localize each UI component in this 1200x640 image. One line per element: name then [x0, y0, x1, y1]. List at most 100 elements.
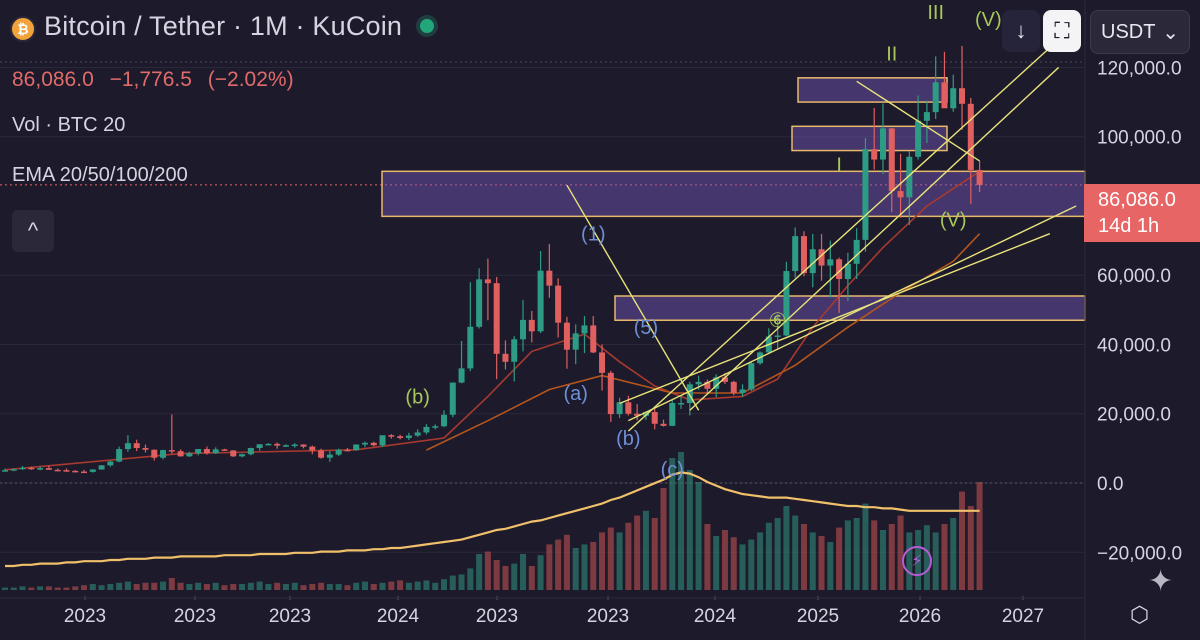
trend-line	[619, 233, 1051, 405]
candle-body	[616, 402, 623, 415]
volume-bar	[880, 530, 886, 590]
candle-body	[528, 319, 535, 332]
candle-body	[160, 450, 167, 458]
candle-body	[511, 339, 518, 362]
settings-icon[interactable]: ⬡	[1130, 602, 1150, 627]
market-status-dot	[420, 19, 435, 33]
download-button[interactable]: ↓	[1002, 10, 1040, 52]
collapse-indicators-button[interactable]: ^	[12, 210, 54, 252]
volume-bar	[669, 458, 676, 590]
volume-bar	[757, 532, 764, 590]
candle-countdown: 14d 1h	[1098, 215, 1160, 237]
volume-bar	[212, 582, 219, 590]
y-axis-tick-label: 100,000.0	[1097, 128, 1182, 149]
wave-label: (c)	[661, 459, 684, 481]
candle-body	[45, 468, 52, 470]
candle-body	[476, 279, 483, 327]
candle-body	[449, 382, 456, 415]
wave-label: (5)	[634, 317, 658, 339]
volume-bar	[195, 582, 202, 590]
candle-body	[537, 270, 544, 332]
volume-bar	[888, 524, 895, 590]
volume-bar	[660, 488, 667, 590]
volume-bar	[616, 532, 623, 590]
candle-body	[923, 112, 930, 121]
fullscreen-button[interactable]: ⛶	[1043, 10, 1081, 52]
candle-body	[792, 236, 799, 272]
volume-bar	[45, 586, 52, 590]
candle-body	[221, 449, 228, 451]
volume-bar	[405, 582, 412, 590]
candle-body	[599, 352, 606, 373]
volume-bar	[37, 586, 44, 590]
y-axis-tick-label: 0.0	[1097, 474, 1123, 495]
x-axis-tick-label: 2025	[797, 606, 839, 627]
price-zone	[614, 295, 1086, 321]
volume-bar	[792, 515, 799, 590]
volume-bar	[897, 515, 904, 590]
volume-bar	[98, 585, 105, 590]
volume-bar	[502, 566, 509, 590]
currency-value: USDT	[1101, 20, 1156, 43]
volume-bar	[423, 580, 430, 590]
volume-bar	[765, 522, 772, 590]
volume-bar	[107, 584, 114, 590]
candle-body	[116, 449, 123, 462]
candle-body	[520, 319, 527, 340]
volume-bar	[282, 584, 289, 590]
volume-bar	[414, 581, 421, 590]
volume-bar	[221, 585, 228, 590]
candle-body	[467, 326, 474, 369]
price-change-percent: (−2.02%)	[207, 68, 294, 91]
volume-bar	[2, 587, 8, 590]
symbol-title[interactable]: Bitcoin / Tether · 1M · KuCoin	[44, 10, 403, 41]
wave-label: III	[927, 2, 944, 24]
ema-line	[426, 233, 981, 451]
trend-line	[856, 80, 980, 162]
volume-bar	[871, 520, 878, 590]
volume-bar	[528, 566, 535, 590]
indicator-volume[interactable]: Vol · BTC 20	[12, 114, 126, 136]
candle-body	[98, 465, 105, 470]
volume-bar	[959, 491, 966, 590]
candle-body	[844, 263, 851, 280]
candle-body	[309, 446, 316, 451]
x-axis-tick-label: 2027	[1002, 606, 1044, 627]
candle-body	[212, 449, 219, 454]
wave-label: (V)	[940, 210, 967, 232]
candle-body	[265, 443, 272, 446]
candle-body	[783, 271, 790, 336]
candle-body	[2, 470, 8, 472]
volume-bar	[827, 542, 834, 590]
candle-body	[10, 469, 17, 471]
volume-bar	[142, 582, 149, 590]
volume-ma-line	[5, 471, 980, 568]
candle-body	[897, 191, 904, 198]
candle-body	[950, 88, 957, 109]
candle-body	[730, 381, 737, 393]
candle-body	[344, 449, 351, 452]
volume-bar	[484, 551, 491, 590]
volume-bar	[844, 520, 851, 590]
volume-bar	[941, 524, 948, 590]
x-axis-tick-label: 2024	[377, 606, 420, 627]
volume-bar	[590, 542, 597, 590]
wave-label: ⑥	[769, 310, 787, 332]
candle-body	[397, 436, 404, 438]
volume-bar	[256, 581, 263, 590]
currency-select[interactable]: USDT ⌄	[1090, 10, 1190, 54]
volume-bar	[239, 584, 246, 590]
indicator-ema[interactable]: EMA 20/50/100/200	[12, 164, 188, 186]
volume-bar	[783, 506, 790, 590]
candle-body	[915, 120, 922, 157]
current-price-badge: 86,086.0 14d 1h	[1084, 184, 1200, 242]
chevron-up-icon: ^	[27, 218, 39, 243]
bolt-icon[interactable]: ⚡	[902, 546, 932, 576]
candle-body	[976, 169, 983, 185]
volume-bar	[432, 582, 439, 590]
volume-bar	[476, 554, 483, 590]
candle-body	[151, 449, 158, 458]
bitcoin-icon: ₿	[10, 16, 36, 42]
volume-bar	[739, 544, 746, 590]
